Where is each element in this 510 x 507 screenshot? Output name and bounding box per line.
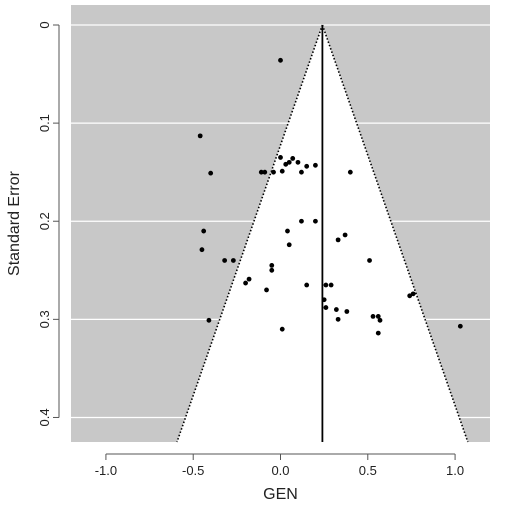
study-point-10 (290, 156, 296, 161)
funnel-right-bound (321, 24, 469, 443)
study-point-18 (299, 218, 304, 224)
study-point-8 (283, 161, 289, 167)
y-tick-label-1: 0.1 (37, 114, 52, 132)
study-point-48 (457, 323, 463, 329)
study-point-31 (264, 287, 269, 293)
study-point-28 (367, 258, 372, 263)
study-point-6 (279, 168, 285, 174)
study-point-12 (299, 169, 304, 175)
study-point-15 (347, 169, 353, 175)
study-point-14 (313, 162, 318, 168)
x-tick-label-2: 0.0 (271, 463, 289, 478)
y-axis: 0 0.1 0.2 0.3 0.4 (37, 21, 60, 427)
study-point-42 (370, 314, 376, 319)
study-point-0 (278, 57, 283, 63)
study-point-11 (295, 159, 301, 165)
x-tick-label-1: -0.5 (182, 463, 204, 478)
x-tick-label-0: -1.0 (95, 463, 117, 478)
study-point-19 (313, 218, 318, 224)
study-point-33 (323, 282, 329, 288)
study-point-39 (206, 317, 212, 323)
study-point-43 (375, 314, 381, 319)
study-point-35 (321, 297, 327, 303)
y-tick-label-0: 0 (37, 21, 52, 28)
study-point-40 (279, 326, 285, 332)
study-point-32 (304, 282, 310, 288)
plot-area (71, 5, 490, 443)
study-point-3 (258, 169, 264, 175)
study-point-46 (407, 293, 413, 299)
study-point-26 (269, 262, 275, 268)
study-point-41 (335, 316, 341, 322)
study-point-38 (344, 309, 350, 314)
study-point-44 (377, 317, 383, 323)
study-point-9 (286, 159, 292, 165)
x-axis: -1.0 -0.5 0.0 0.5 1.0 (95, 453, 464, 478)
study-point-23 (342, 232, 348, 238)
study-point-13 (304, 163, 310, 169)
x-tick-label-3: 0.5 (359, 463, 377, 478)
y-tick-label-4: 0.4 (37, 408, 52, 426)
study-point-45 (375, 330, 381, 336)
study-point-20 (285, 228, 290, 234)
study-point-25 (230, 258, 236, 263)
study-point-36 (323, 305, 329, 310)
x-axis-title: GEN (263, 486, 298, 503)
study-point-37 (333, 307, 339, 312)
study-point-34 (328, 282, 334, 288)
study-point-17 (199, 247, 205, 253)
study-points (197, 57, 463, 336)
study-point-30 (246, 276, 252, 282)
study-point-16 (201, 228, 207, 234)
study-point-1 (197, 133, 203, 139)
study-point-24 (222, 258, 228, 263)
y-tick-label-2: 0.2 (37, 212, 52, 230)
y-tick-label-3: 0.3 (37, 310, 52, 328)
study-point-2 (208, 170, 214, 176)
study-point-47 (410, 291, 416, 297)
funnel-left-bound (176, 24, 324, 443)
study-point-21 (286, 242, 292, 248)
study-point-5 (271, 169, 276, 175)
x-tick-label-4: 1.0 (446, 463, 464, 478)
y-axis-title: Standard Error (6, 170, 23, 276)
study-point-4 (262, 169, 268, 175)
study-point-27 (269, 267, 275, 273)
study-point-22 (335, 237, 341, 243)
study-point-7 (278, 155, 283, 160)
study-point-29 (243, 280, 248, 286)
